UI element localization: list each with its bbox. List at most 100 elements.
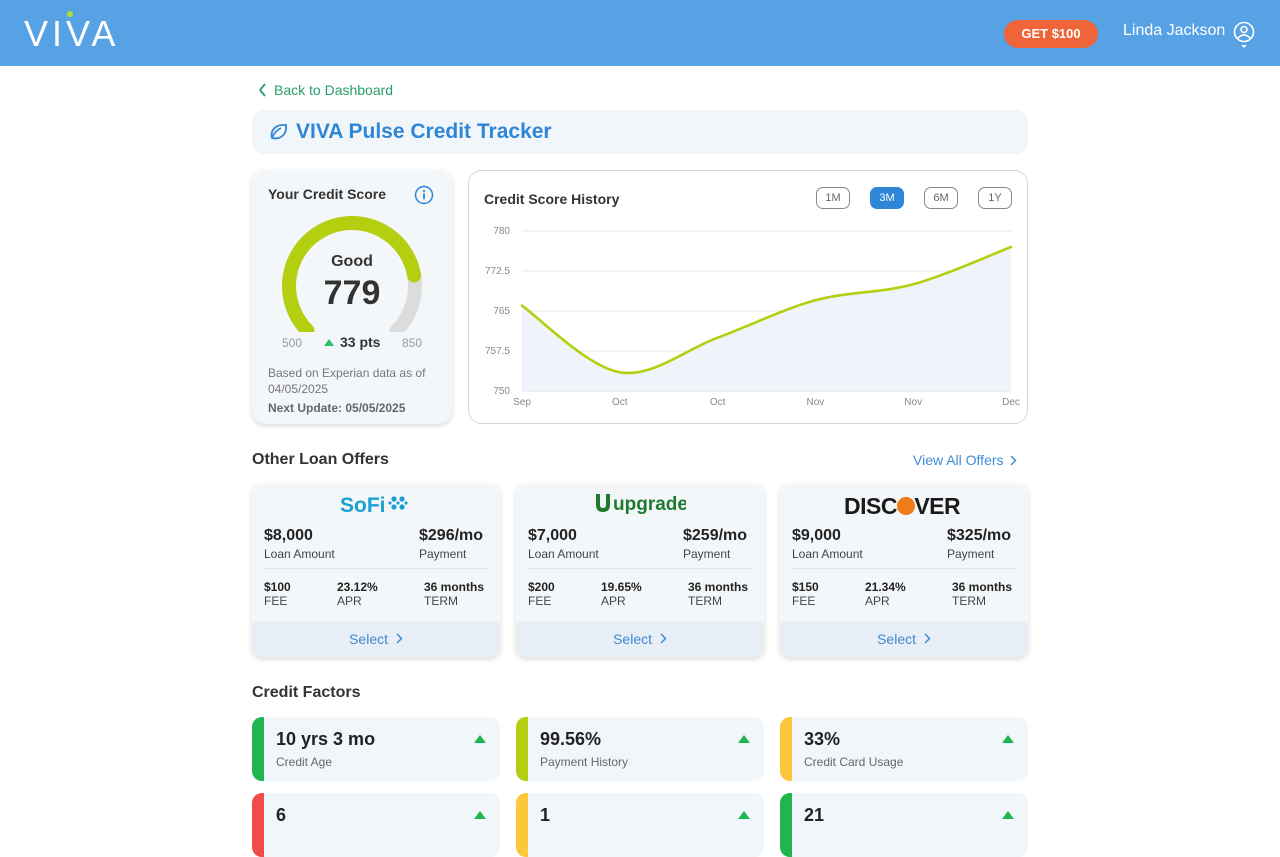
divider [792, 568, 1016, 569]
range-3m-button[interactable]: 3M [870, 187, 904, 209]
factor-label: Payment History [540, 755, 629, 769]
loan-amount-label: Loan Amount [264, 547, 335, 561]
credit-score-history-card: Credit Score History 1M 3M 6M 1Y 780 772.… [468, 170, 1028, 424]
factor-value: 99.56% [540, 729, 602, 749]
fee-label: FEE [264, 594, 288, 608]
fee-value: $150 [792, 580, 819, 594]
factor-value: 33% [804, 729, 841, 749]
factor-credit-card-usage[interactable]: 33% Credit Card Usage [780, 717, 1028, 781]
chevron-right-icon [1010, 454, 1017, 466]
term-value: 36 months [424, 580, 485, 594]
y-tick-label: 765 [493, 306, 510, 317]
info-icon[interactable] [414, 185, 434, 205]
factor-payment-history[interactable]: 99.56% Payment History [516, 717, 764, 781]
factor-status-bar [516, 717, 528, 781]
select-label: Select [877, 631, 917, 647]
next-update: Next Update: 05/05/2025 [268, 401, 406, 415]
data-source-note: Based on Experian data as of 04/05/2025 [268, 366, 426, 396]
svg-text:SoFi: SoFi [340, 494, 386, 516]
score-value: 779 [323, 274, 381, 312]
pulse-leaf-icon [270, 124, 287, 140]
factor-label: Credit Age [276, 755, 333, 769]
factor-status-bar [252, 793, 264, 857]
credit-score-gauge [282, 216, 422, 332]
factor-card-4[interactable]: 6 [252, 793, 500, 857]
payment-label: Payment [947, 547, 995, 561]
x-tick-label: Oct [612, 397, 628, 408]
factor-value: 10 yrs 3 mo [276, 729, 376, 749]
y-tick-label: 780 [493, 226, 510, 237]
x-tick-label: Nov [807, 397, 825, 408]
apr-label: APR [865, 594, 890, 608]
trend-up-icon [474, 811, 486, 819]
term-label: TERM [424, 594, 458, 608]
view-all-offers-link[interactable]: View All Offers [913, 452, 1017, 468]
term-label: TERM [688, 594, 722, 608]
title-bar: VIVA Pulse Credit Tracker [252, 110, 1028, 154]
loan-amount-label: Loan Amount [528, 547, 599, 561]
apr-label: APR [601, 594, 626, 608]
y-tick-label: 772.5 [485, 266, 510, 277]
select-label: Select [613, 631, 653, 647]
trend-up-icon [738, 735, 750, 743]
range-1y-button[interactable]: 1Y [978, 187, 1012, 209]
trend-up-icon [1002, 735, 1014, 743]
chevron-left-icon [258, 83, 266, 97]
page-title: VIVA Pulse Credit Tracker [296, 120, 552, 143]
user-name[interactable]: Linda Jackson [1123, 22, 1226, 39]
factor-status-bar [780, 717, 792, 781]
credit-factors-title: Credit Factors [252, 684, 361, 701]
chevron-right-icon [396, 633, 403, 644]
discover-logo: DISCOVER [780, 492, 1028, 519]
monthly-payment: $296/mo [419, 527, 484, 544]
back-to-dashboard-link[interactable]: Back to Dashboard [258, 82, 393, 98]
chevron-right-icon [660, 633, 667, 644]
view-all-label: View All Offers [913, 452, 1004, 468]
loan-amount: $9,000 [792, 527, 841, 544]
chevron-right-icon [924, 633, 931, 644]
apr-value: 23.12% [337, 580, 378, 594]
factor-value: 6 [276, 805, 287, 825]
offer-card-sofi: SoFi $8,000 Loan Amount $296/mo Payment … [252, 484, 500, 657]
user-account-icon[interactable] [1232, 21, 1256, 49]
factor-value: 1 [540, 805, 551, 825]
score-change-value: 33 pts [340, 334, 381, 350]
loan-amount: $8,000 [264, 527, 313, 544]
factor-credit-age[interactable]: 10 yrs 3 mo Credit Age [252, 717, 500, 781]
select-offer-button[interactable]: Select [252, 621, 500, 657]
factor-card-5[interactable]: 1 [516, 793, 764, 857]
range-1m-button[interactable]: 1M [816, 187, 850, 209]
history-label: Credit Score History [484, 191, 620, 207]
fee-label: FEE [528, 594, 552, 608]
select-label: Select [349, 631, 389, 647]
select-offer-button[interactable]: Select [780, 621, 1028, 657]
score-change: 33 pts [324, 334, 380, 350]
viva-logo[interactable]: VIVA [24, 10, 148, 50]
select-offer-button[interactable]: Select [516, 621, 764, 657]
y-tick-label: 757.5 [485, 346, 510, 357]
credit-score-card: Your Credit Score Good 779 500 850 33 pt… [252, 170, 452, 424]
factor-value: 21 [804, 805, 825, 825]
factor-label: Credit Card Usage [804, 755, 904, 769]
factor-status-bar [780, 793, 792, 857]
sofi-logo: SoFi [252, 492, 500, 518]
term-value: 36 months [952, 580, 1013, 594]
factor-card-6[interactable]: 21 [780, 793, 1028, 857]
score-rating: Good [331, 253, 373, 270]
fee-value: $100 [264, 580, 291, 594]
get-100-button[interactable]: GET $100 [1004, 20, 1098, 48]
loan-offers-title: Other Loan Offers [252, 451, 389, 468]
x-tick-label: Dec [1002, 397, 1020, 408]
range-6m-button[interactable]: 6M [924, 187, 958, 209]
top-bar: VIVA GET $100 Linda Jackson [0, 0, 1280, 66]
credit-score-label: Your Credit Score [268, 186, 386, 202]
divider [528, 568, 752, 569]
up-arrow-icon [324, 338, 334, 346]
svg-text:VIVA: VIVA [24, 13, 119, 50]
factor-status-bar [252, 717, 264, 781]
upgrade-logo: upgrade [516, 492, 764, 518]
trend-up-icon [738, 811, 750, 819]
loan-amount-label: Loan Amount [792, 547, 863, 561]
term-value: 36 months [688, 580, 749, 594]
term-label: TERM [952, 594, 986, 608]
